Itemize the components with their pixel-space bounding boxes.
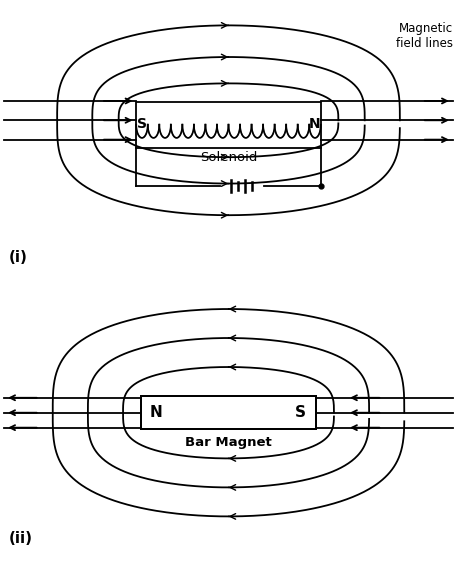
Text: (i): (i) <box>9 250 28 265</box>
Text: (ii): (ii) <box>9 531 33 546</box>
Text: N: N <box>309 117 320 131</box>
Text: S: S <box>295 405 306 420</box>
Text: S: S <box>138 117 147 131</box>
Text: Solenoid: Solenoid <box>200 151 257 164</box>
Bar <box>136 102 321 148</box>
Bar <box>141 396 316 429</box>
Text: Magnetic
field lines: Magnetic field lines <box>396 22 452 50</box>
Text: N: N <box>150 405 163 420</box>
Text: Bar Magnet: Bar Magnet <box>185 436 272 448</box>
